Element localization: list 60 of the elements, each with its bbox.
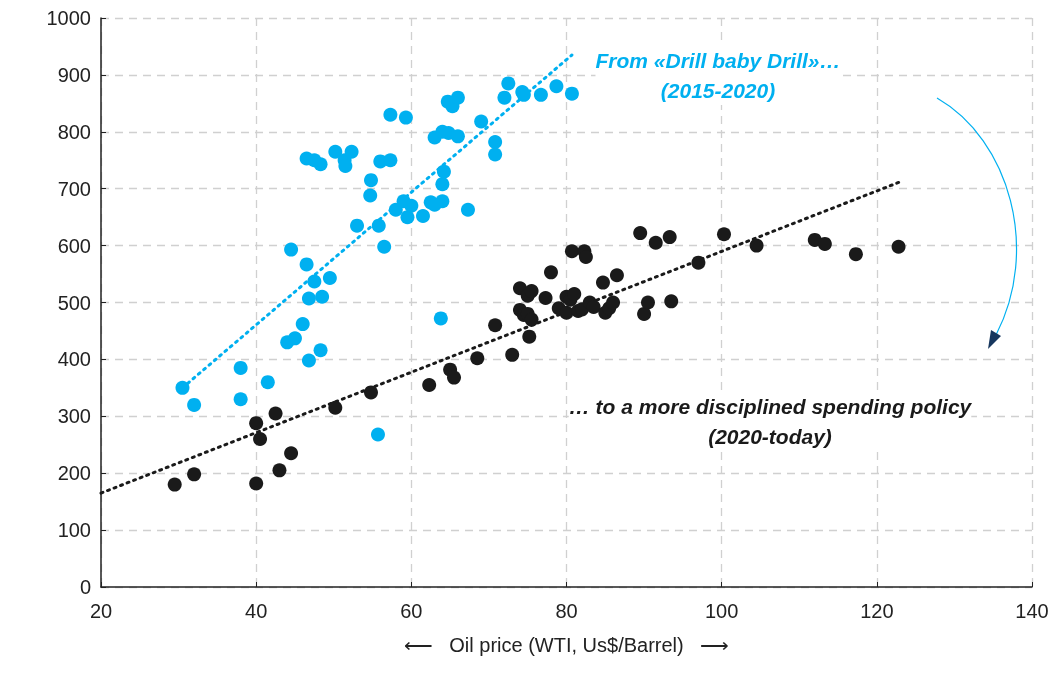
point xyxy=(637,306,652,321)
point xyxy=(544,265,558,280)
annotation: From «Drill baby Drill»… (2015-2020) xyxy=(595,48,841,102)
point xyxy=(488,318,503,333)
point xyxy=(167,477,182,492)
y-tick-label: 100 xyxy=(57,519,91,542)
point xyxy=(749,238,764,253)
point xyxy=(586,300,601,315)
point xyxy=(249,416,264,431)
point xyxy=(249,476,264,491)
x-axis-title: ⟵ Oil price (WTI, Us$/Barrel) ⟶ xyxy=(403,634,730,656)
point xyxy=(538,290,553,305)
point xyxy=(284,446,299,461)
point xyxy=(422,378,437,392)
y-tick-label: 300 xyxy=(57,405,91,428)
point xyxy=(567,286,582,301)
x-tick-label: 80 xyxy=(555,600,578,622)
point xyxy=(848,247,863,262)
point xyxy=(609,268,624,283)
x-tick-label: 40 xyxy=(245,600,268,622)
annotation: … to a more disciplined spending policy (2020-today) xyxy=(568,394,973,448)
point xyxy=(268,406,283,421)
point xyxy=(717,227,731,242)
y-tick-label: 0 xyxy=(79,576,91,598)
point xyxy=(470,351,485,366)
point xyxy=(522,329,537,344)
y-tick-label: 500 xyxy=(57,291,91,314)
point xyxy=(664,294,679,309)
point xyxy=(633,226,648,241)
point xyxy=(662,230,677,245)
point xyxy=(606,295,621,310)
x-tick-label: 140 xyxy=(1015,600,1049,622)
y-tick-label: 600 xyxy=(57,234,91,257)
point xyxy=(891,239,906,254)
point xyxy=(524,312,539,327)
point xyxy=(187,467,202,482)
point xyxy=(595,275,610,290)
y-tick-label: 700 xyxy=(57,177,91,200)
y-tick-label: 400 xyxy=(57,348,91,371)
point xyxy=(817,236,832,251)
y-tick-label: 900 xyxy=(57,63,91,86)
x-tick-label: 60 xyxy=(400,600,423,622)
point xyxy=(447,370,461,385)
y-tick-label: 800 xyxy=(57,120,91,143)
point xyxy=(640,295,655,310)
point xyxy=(505,347,520,362)
y-tick-label: 1000 xyxy=(46,7,91,29)
x-tick-label: 100 xyxy=(704,600,739,622)
point xyxy=(559,305,574,320)
point xyxy=(253,432,268,447)
x-tick-label: 20 xyxy=(89,600,113,622)
y-tick-label: 200 xyxy=(57,462,91,485)
point xyxy=(272,463,287,478)
point xyxy=(328,400,343,415)
point xyxy=(564,244,579,259)
point xyxy=(691,255,706,270)
point xyxy=(364,385,378,400)
point xyxy=(648,235,663,250)
point xyxy=(524,284,539,299)
x-tick-label: 120 xyxy=(860,600,894,622)
